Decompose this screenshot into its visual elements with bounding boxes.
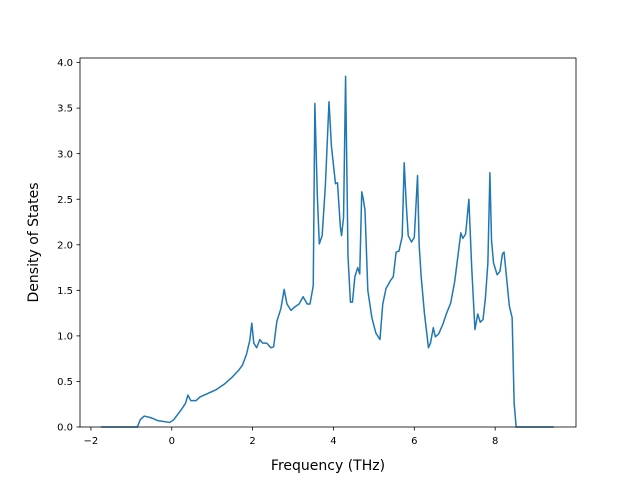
y-tick-label: 1.0	[57, 331, 73, 342]
y-tick-label: 1.5	[57, 286, 73, 297]
plot-area	[79, 57, 577, 428]
x-tick-label: 8	[492, 436, 498, 447]
y-tick-label: 4.0	[57, 58, 73, 69]
y-axis-title: Density of States	[26, 183, 42, 303]
y-tick-label: 0.5	[57, 377, 73, 388]
x-tick-label: 2	[249, 436, 255, 447]
y-tick-label: 2.0	[57, 240, 73, 251]
plot-frame	[79, 57, 577, 428]
x-axis-title: Frequency (THz)	[271, 458, 385, 474]
x-tick-label: 0	[169, 436, 175, 447]
y-tick-label: 0.0	[57, 423, 73, 434]
x-tick-label: 4	[330, 436, 336, 447]
y-tick-label: 3.5	[57, 104, 73, 115]
x-tick-label: −2	[84, 436, 99, 447]
y-tick-label: 2.5	[57, 195, 73, 206]
y-axis: 0.0 0.5 1.0 1.5 2.0 2.5 3.0 3.5 4.0	[57, 58, 80, 434]
y-tick-label: 3.0	[57, 149, 73, 160]
dos-series-line	[101, 75, 554, 428]
x-tick-label: 6	[411, 436, 417, 447]
x-axis: −2 0 2 4 6 8	[84, 427, 498, 447]
